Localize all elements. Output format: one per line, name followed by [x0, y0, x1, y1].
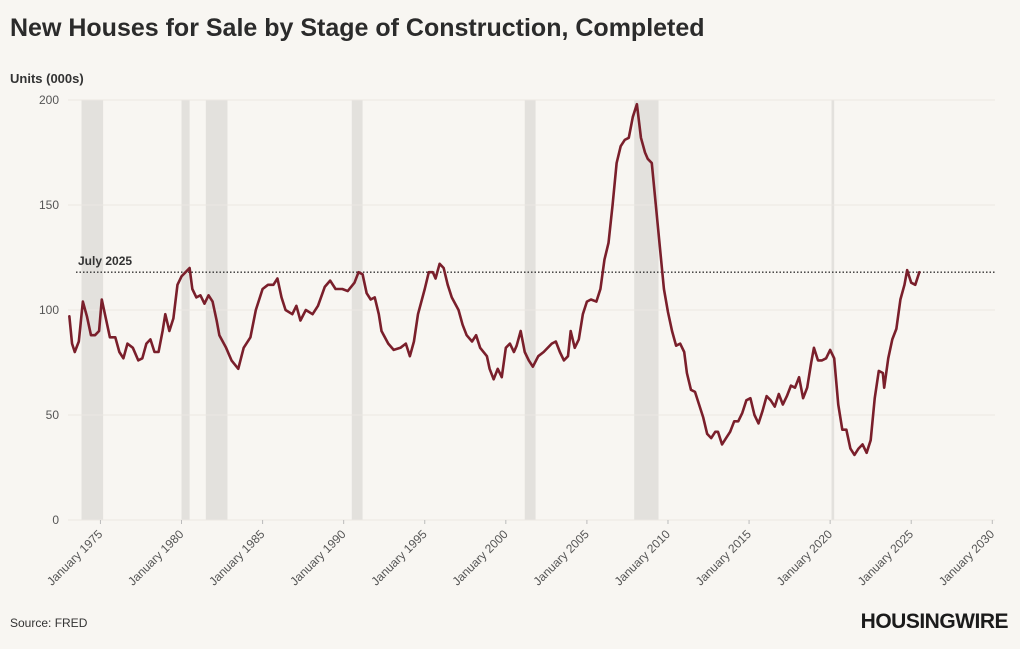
- x-tick-label: January 2020: [774, 527, 836, 589]
- x-tick-label: January 2000: [449, 527, 511, 589]
- y-tick-label: 50: [46, 408, 60, 422]
- y-tick-label: 100: [39, 303, 59, 317]
- y-tick-label: 200: [39, 93, 59, 107]
- brand-logo: HOUSINGWIRE: [861, 610, 1009, 633]
- source: Source: FRED: [10, 616, 88, 630]
- x-tick-label: January 1995: [368, 527, 430, 589]
- x-tick-label: January 2030: [936, 527, 998, 589]
- y-tick-label: 150: [39, 198, 59, 212]
- x-tick-label: January 2005: [531, 527, 593, 589]
- y-tick-label: 0: [52, 513, 59, 527]
- x-tick-label: January 1980: [125, 527, 187, 589]
- x-tick-label: January 1985: [206, 527, 268, 589]
- chart-title: New Houses for Sale by Stage of Construc…: [10, 14, 705, 42]
- x-tick-label: January 2025: [855, 527, 917, 589]
- x-tick-label: January 1975: [44, 527, 106, 589]
- x-tick-label: January 2015: [693, 527, 755, 589]
- annotation: July 2025: [78, 254, 132, 268]
- data-line: [68, 102, 921, 457]
- x-tick-label: January 1990: [287, 527, 349, 589]
- y-axis-label: Units (000s): [10, 71, 84, 86]
- x-tick-label: January 2010: [612, 527, 674, 589]
